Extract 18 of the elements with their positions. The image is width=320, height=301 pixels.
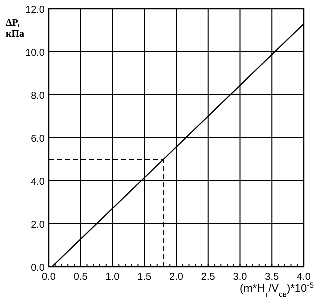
x-tick-label: 1.0 (106, 272, 120, 283)
x-tick-label: 0.0 (42, 272, 56, 283)
x-tick-label: 1.5 (138, 272, 152, 283)
x-tick-label: 2.5 (201, 272, 216, 283)
y-tick-label: 10.0 (26, 48, 46, 59)
y-tick-label: 6.0 (31, 134, 46, 145)
y-axis-title: ΔP, кПа (6, 18, 25, 40)
x-tick-label: 2.0 (170, 272, 184, 283)
x-tick-label: 3.0 (233, 272, 248, 283)
y-tick-label: 12.0 (26, 5, 46, 16)
x-tick-label: 3.5 (265, 272, 280, 283)
x-tick-label: 4.0 (297, 272, 312, 283)
y-tick-label: 2.0 (31, 220, 46, 231)
y-tick-label: 4.0 (31, 177, 46, 188)
y-tick-label: 8.0 (31, 91, 46, 102)
y-tick-label: 0.0 (31, 263, 46, 274)
x-axis-title: (m*H$_{т}$/V$_{св}$)*10$^{-5}$ (240, 280, 314, 298)
x-tick-label: 0.5 (74, 272, 88, 283)
